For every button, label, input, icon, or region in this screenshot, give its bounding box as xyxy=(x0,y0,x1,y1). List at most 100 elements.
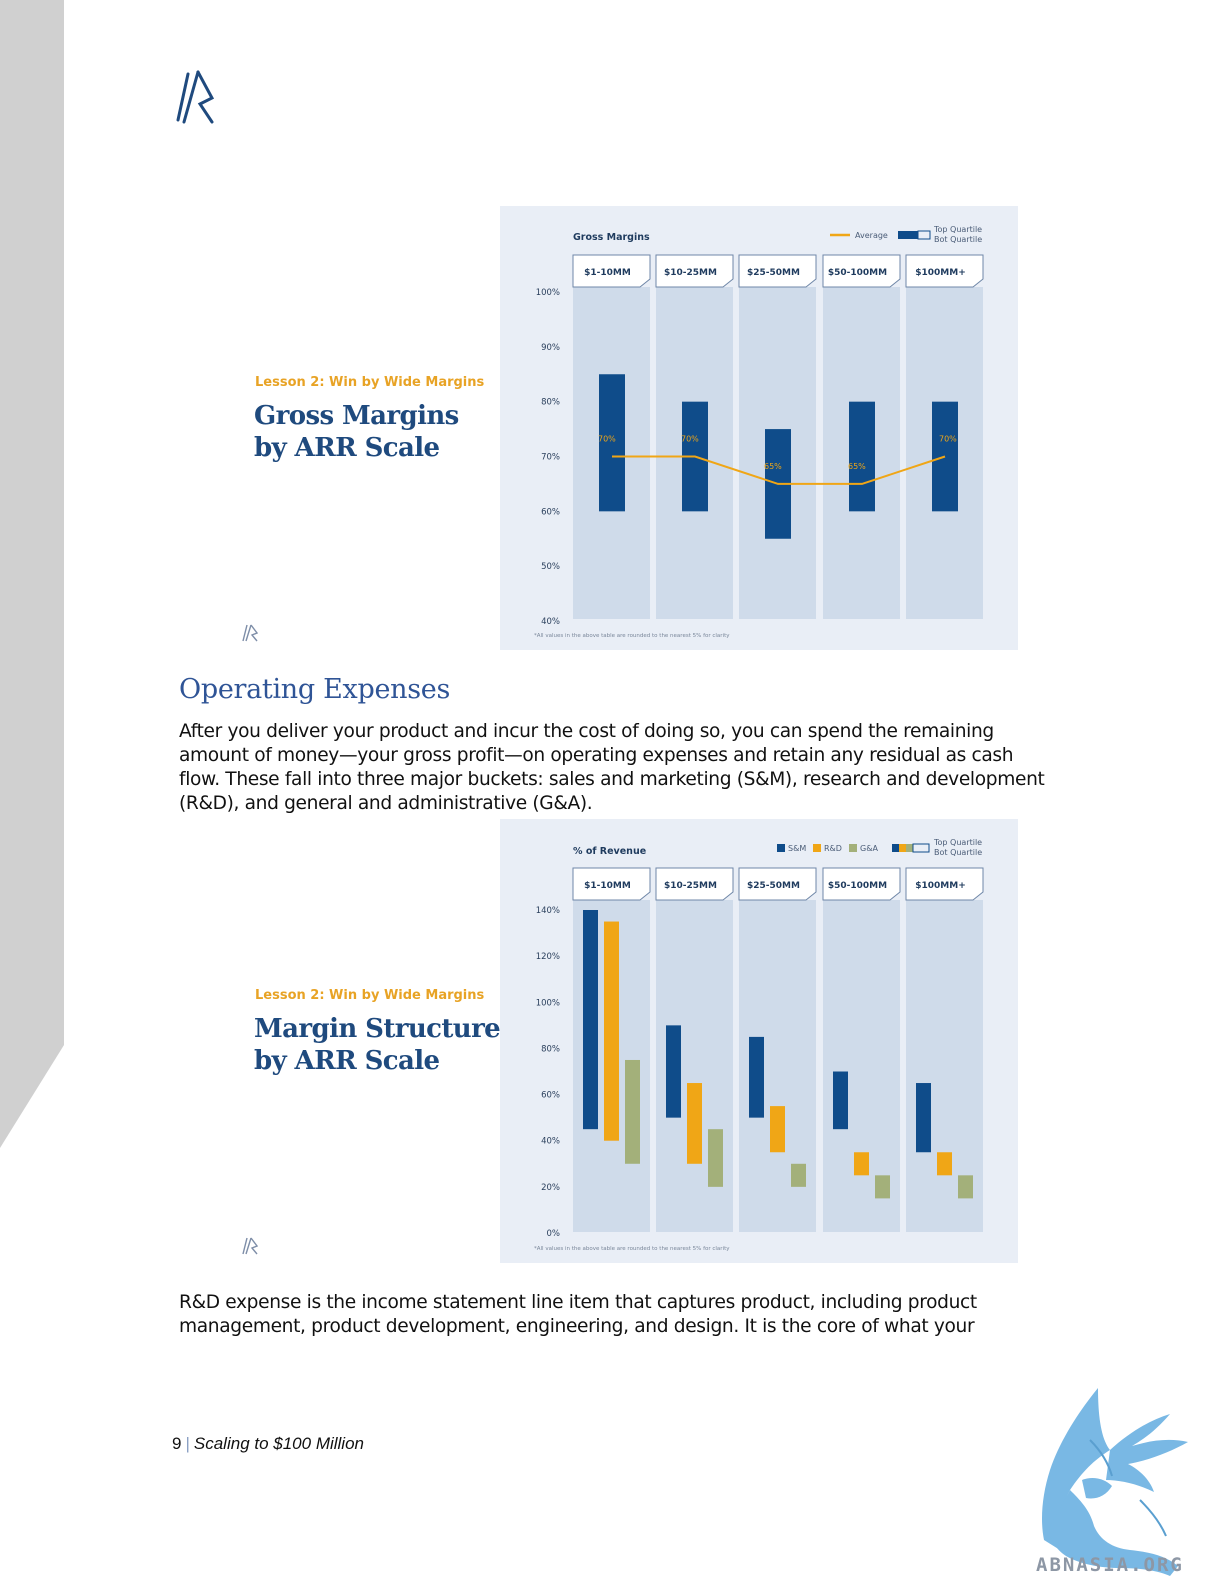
quartile-bar xyxy=(604,921,619,1141)
legend-series-label: G&A xyxy=(860,844,878,853)
category-tab xyxy=(905,254,984,288)
slide-title-line: by ARR Scale xyxy=(254,1046,440,1076)
quartile-bar xyxy=(625,1059,640,1164)
margin-structure-chart: % of Revenue $1-10MM $10-25MM $25-50MM $50-1… xyxy=(500,819,1018,1263)
legend-series-swatch xyxy=(777,844,785,852)
legend-quartile-swatch xyxy=(906,844,913,852)
legend-quartile-label: Bot Quartile xyxy=(934,235,982,244)
left-band-shape xyxy=(0,0,64,1148)
quartile-bar xyxy=(937,1152,952,1176)
footer-doc-title: Scaling to $100 Million xyxy=(193,1434,364,1453)
chart-footnote: *All values in the above table are round… xyxy=(534,633,730,639)
category-tab xyxy=(655,867,734,901)
category-label: $25-50MM xyxy=(747,268,800,278)
slide-title: Margin Structure by ARR Scale xyxy=(254,1013,501,1077)
gross-margins-chart: Gross Margins $1-10MM $10-25MM $25-50MM $50-… xyxy=(500,206,1018,650)
watermark-text: ABNASIA.ORG xyxy=(1036,1554,1184,1576)
quartile-bar xyxy=(958,1175,973,1199)
mini-brand-logo-icon xyxy=(242,1237,258,1255)
quartile-bar xyxy=(687,1083,702,1164)
category-label: $10-25MM xyxy=(664,268,717,278)
average-value-label: 70% xyxy=(598,435,616,444)
category-tab xyxy=(822,254,901,288)
body-paragraph: After you deliver your product and incur… xyxy=(179,721,1045,814)
footer-separator: | xyxy=(185,1434,190,1453)
category-label: $25-50MM xyxy=(747,881,800,891)
section-heading: Operating Expenses xyxy=(179,674,451,705)
gross-margins-chart-svg: Gross Margins $1-10MM $10-25MM $25-50MM $50-… xyxy=(534,225,984,639)
y-tick-label: 90% xyxy=(541,343,560,353)
quartile-bar xyxy=(791,1163,806,1187)
gross-margins-slide: Lesson 2: Win by Wide Margins Gross Marg… xyxy=(176,206,1018,650)
margin-structure-chart-svg: % of Revenue $1-10MM $10-25MM $25-50MM $50-1… xyxy=(534,838,984,1252)
slide-title-line: Gross Margins xyxy=(254,401,459,431)
chart-title: Gross Margins xyxy=(573,232,650,243)
legend-quartile-label: Bot Quartile xyxy=(934,848,982,857)
quartile-bar xyxy=(583,910,598,1130)
lesson-label: Lesson 2: Win by Wide Margins xyxy=(255,988,485,1003)
brand-slash-logo-icon xyxy=(176,70,215,124)
y-tick-label: 50% xyxy=(541,562,560,572)
y-tick-label: 140% xyxy=(536,906,560,916)
griffin-watermark-icon xyxy=(1042,1388,1188,1576)
y-tick-label: 60% xyxy=(541,507,560,517)
average-value-label: 65% xyxy=(848,462,866,471)
category-label: $1-10MM xyxy=(584,881,631,891)
legend-average-label: Average xyxy=(855,231,888,240)
quartile-bar xyxy=(770,1106,785,1153)
slide-title-panel: Lesson 2: Win by Wide Margins Margin Str… xyxy=(176,819,501,1263)
left-decorative-band xyxy=(0,0,64,1148)
legend-quartile-swatch xyxy=(917,230,931,240)
quartile-bar xyxy=(749,1036,764,1118)
average-value-label: 65% xyxy=(764,462,782,471)
category-label: $50-100MM xyxy=(828,881,887,891)
category-label: $100MM+ xyxy=(915,268,966,278)
slide-title: Gross Margins by ARR Scale xyxy=(254,400,459,464)
legend-series-swatch xyxy=(813,844,821,852)
legend-series-label: R&D xyxy=(824,844,842,853)
quartile-bar xyxy=(708,1129,723,1187)
mini-brand-logo-icon xyxy=(242,624,258,642)
category-tab xyxy=(572,867,651,901)
category-label: $50-100MM xyxy=(828,268,887,278)
slide-title-panel: Lesson 2: Win by Wide Margins Gross Marg… xyxy=(176,206,500,650)
category-tab xyxy=(655,254,734,288)
legend-quartile-swatch xyxy=(899,844,906,852)
category-label: $100MM+ xyxy=(915,881,966,891)
chart-footnote: *All values in the above table are round… xyxy=(534,1246,730,1252)
quartile-bar xyxy=(599,374,625,512)
y-tick-label: 80% xyxy=(541,1044,560,1054)
quartile-bar xyxy=(833,1071,848,1130)
y-tick-label: 100% xyxy=(536,288,560,298)
legend-quartile-swatch xyxy=(892,844,899,852)
legend-series-swatch xyxy=(849,844,857,852)
legend-quartile-label: Top Quartile xyxy=(933,225,982,234)
category-tab xyxy=(572,254,651,288)
quartile-bar xyxy=(916,1083,931,1153)
category-label: $1-10MM xyxy=(584,268,631,278)
average-value-label: 70% xyxy=(939,435,957,444)
page-number: 9 xyxy=(172,1434,182,1453)
average-line xyxy=(612,455,946,485)
page-footer: 9 | Scaling to $100 Million xyxy=(172,1434,364,1454)
y-tick-label: 100% xyxy=(536,998,560,1008)
quartile-bar xyxy=(666,1025,681,1118)
y-tick-label: 70% xyxy=(541,453,560,463)
category-tab xyxy=(738,254,817,288)
chart-title: % of Revenue xyxy=(573,846,646,857)
legend-quartile-label: Top Quartile xyxy=(933,838,982,847)
y-tick-label: 120% xyxy=(536,952,560,962)
margin-structure-slide: Lesson 2: Win by Wide Margins Margin Str… xyxy=(176,819,1018,1263)
quartile-bar xyxy=(875,1175,890,1199)
quartile-bar xyxy=(854,1152,869,1176)
y-tick-label: 0% xyxy=(547,1229,561,1239)
y-tick-label: 40% xyxy=(541,1137,560,1147)
category-tab xyxy=(905,867,984,901)
category-tab xyxy=(822,867,901,901)
legend-series-label: S&M xyxy=(788,844,806,853)
legend-quartile-swatch xyxy=(912,843,930,853)
category-tab xyxy=(738,867,817,901)
body-paragraph: R&D expense is the income statement line… xyxy=(179,1292,977,1337)
lesson-label: Lesson 2: Win by Wide Margins xyxy=(255,375,485,390)
legend-quartile-swatch xyxy=(898,231,918,239)
